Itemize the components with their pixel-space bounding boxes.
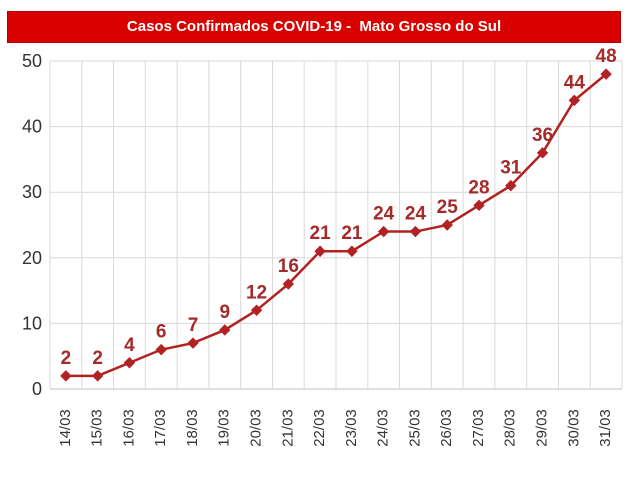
data-point (600, 68, 612, 80)
y-tick-label: 10 (22, 313, 42, 333)
series-line (65, 73, 607, 378)
x-tick-label: 18/03 (184, 409, 201, 447)
data-point (377, 225, 390, 238)
x-tick-label: 30/03 (565, 409, 582, 447)
chart-title: Casos Confirmados COVID-19 - Mato Grosso… (7, 11, 621, 43)
data-label: 21 (341, 223, 363, 244)
data-point (568, 94, 581, 107)
data-point (60, 370, 72, 382)
x-tick-label: 22/03 (311, 409, 328, 447)
y-tick-label: 20 (22, 248, 42, 268)
data-label: 2 (92, 348, 103, 369)
x-tick-label: 29/03 (534, 409, 551, 447)
y-tick-label: 50 (22, 51, 42, 71)
x-tick-label: 19/03 (216, 409, 233, 447)
data-point (123, 357, 136, 369)
x-tick-label: 16/03 (120, 409, 137, 447)
x-tick-label: 21/03 (279, 409, 296, 447)
y-axis-ticks: 0 10 20 30 40 50 (22, 51, 42, 399)
x-tick-label: 14/03 (57, 409, 74, 447)
data-label: 48 (596, 46, 617, 67)
y-tick-label: 0 (32, 379, 42, 399)
x-axis-ticks: 14/03 15/03 16/03 17/03 18/03 19/03 20/03 21/03… (57, 409, 614, 447)
x-tick-label: 28/03 (502, 409, 519, 447)
data-point (441, 219, 453, 231)
data-point (250, 304, 263, 316)
data-label: 2 (61, 348, 72, 369)
data-label: 21 (310, 223, 332, 244)
data-label: 24 (405, 204, 427, 225)
series-cases (60, 68, 612, 382)
data-point (187, 337, 199, 349)
data-label: 16 (278, 256, 299, 277)
data-label: 24 (373, 204, 395, 225)
data-point (219, 324, 231, 336)
x-tick-label: 15/03 (89, 409, 106, 447)
data-point (409, 225, 422, 238)
data-point (155, 343, 167, 356)
data-label: 12 (246, 282, 267, 303)
data-point (282, 278, 295, 290)
x-tick-label: 27/03 (470, 409, 487, 447)
data-label: 4 (124, 335, 135, 356)
data-label: 36 (532, 125, 553, 146)
data-label: 28 (468, 177, 489, 198)
data-point (505, 179, 517, 192)
data-label: 25 (437, 197, 459, 218)
data-point (346, 245, 358, 257)
x-tick-label: 20/03 (248, 409, 265, 447)
data-point (473, 199, 485, 212)
data-label: 9 (219, 302, 230, 323)
data-point (91, 370, 104, 382)
x-tick-label: 17/03 (152, 409, 169, 447)
data-label: 6 (156, 322, 167, 343)
x-tick-label: 24/03 (375, 409, 392, 447)
y-tick-label: 40 (22, 117, 42, 137)
data-label: 7 (188, 315, 199, 336)
x-tick-label: 23/03 (343, 409, 360, 447)
data-label: 31 (500, 158, 522, 179)
data-point (314, 245, 326, 257)
data-label: 44 (564, 72, 586, 93)
data-point (536, 147, 549, 159)
grid-lines (49, 60, 623, 390)
y-tick-label: 30 (22, 182, 42, 202)
x-tick-label: 26/03 (438, 409, 455, 447)
x-tick-label: 31/03 (597, 409, 614, 447)
x-tick-label: 25/03 (406, 409, 423, 447)
